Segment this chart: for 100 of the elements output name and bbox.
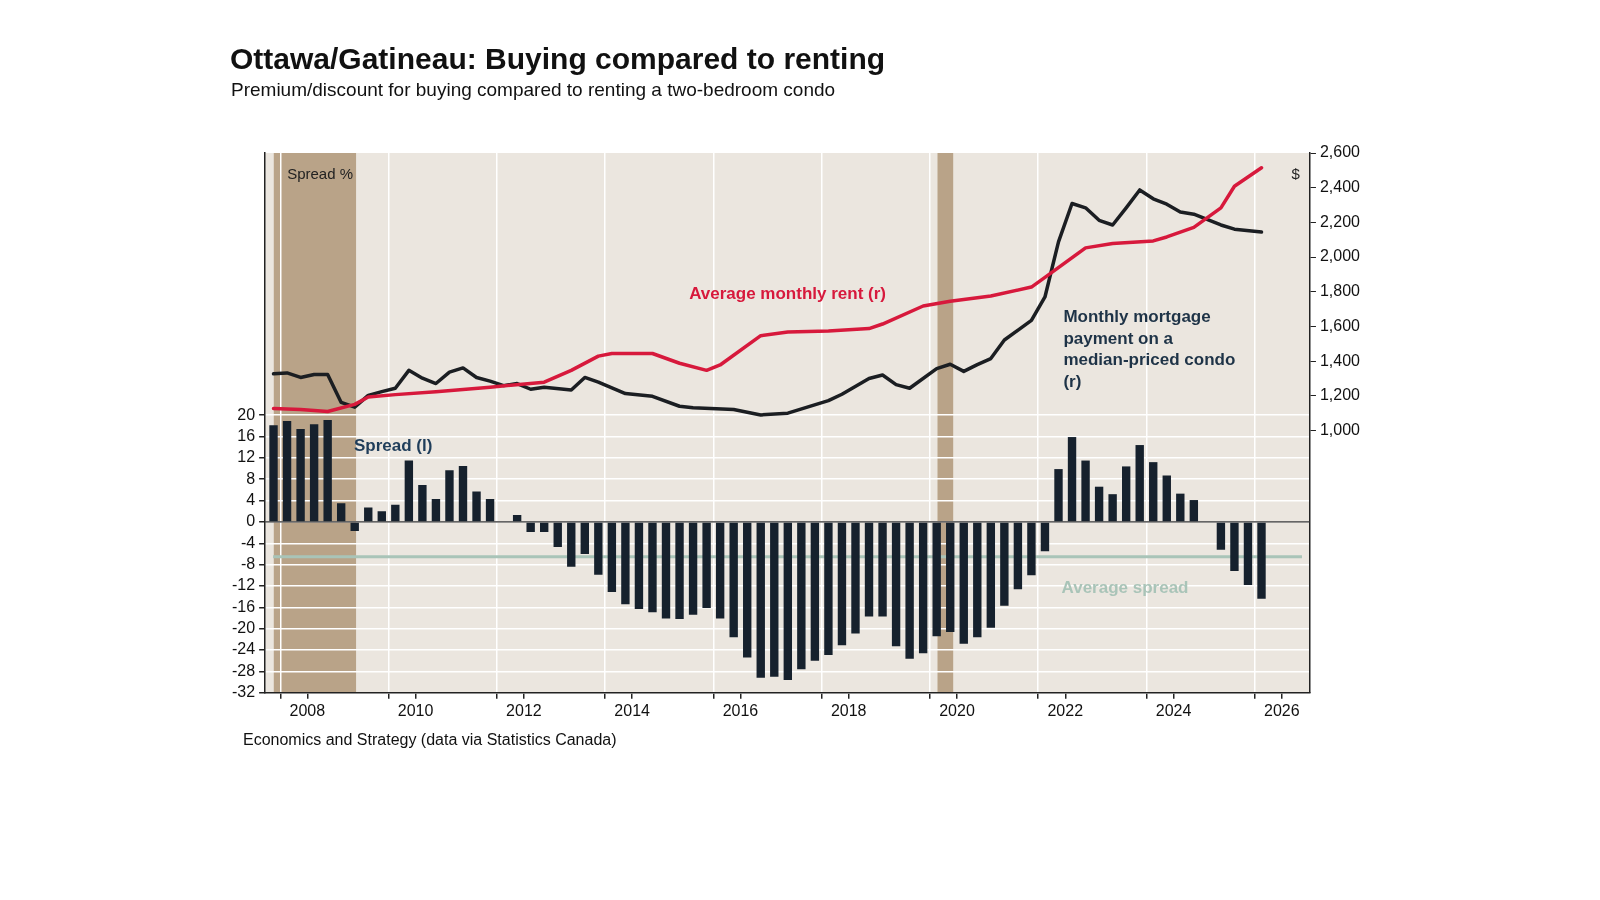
bar [485,498,495,522]
y-tick-label: -20 [232,619,256,637]
bar [1189,500,1199,522]
bar [878,522,887,617]
bar [296,429,305,522]
bar [688,522,698,615]
bar [1243,522,1253,585]
x-tick-label: 2022 [1047,701,1084,719]
bar [391,504,400,522]
x-tick-label: 2018 [830,701,867,719]
bar [891,522,901,647]
bar [526,522,535,533]
y-tick-label: 8 [246,469,256,487]
bar [634,522,644,609]
x-tick-label: 2008 [289,701,326,719]
y2-tick-label: 2,400 [1319,178,1361,196]
bar [810,522,820,661]
bar [540,522,549,533]
bar [1230,522,1239,572]
bar [1081,460,1090,522]
bar [1067,437,1077,522]
bar [973,522,982,638]
bar [905,522,914,659]
bar [864,522,874,617]
y-tick-label: -24 [232,640,256,658]
bar [512,515,522,522]
series-label: Average monthly rent (r) [689,284,886,304]
bar [594,522,603,575]
bar [567,522,576,567]
x-tick-label: 2010 [397,701,434,719]
bar [377,511,386,522]
bar [1013,522,1023,590]
bar [756,522,765,678]
bar [1108,494,1117,522]
bar [648,522,657,613]
x-tick-label: 2016 [722,701,759,719]
bar [350,522,359,532]
y-tick-label: 4 [246,490,256,508]
bar [364,507,373,522]
bar [323,419,332,522]
bar [1135,445,1144,522]
y2-tick-label: 2,600 [1319,143,1361,161]
y-tick-label: 16 [237,426,256,444]
y-tick-label: 20 [237,405,256,423]
y-tick-label: -4 [240,533,256,551]
bar [607,522,617,592]
text: Economics and Strategy (data via Statistics Canada) [243,731,617,749]
bar [553,522,562,548]
bar [851,522,860,634]
bar [1000,522,1009,606]
bar [404,460,414,522]
y2-tick-label: 2,200 [1319,212,1361,230]
y2-tick-label: 1,200 [1319,386,1361,404]
y2-axis-title: $ [1291,165,1301,183]
bar [580,522,589,554]
chart-title: Ottawa/Gatineau: Buying compared to renting [230,42,886,76]
x-tick-label: 2014 [614,701,651,719]
bar [1216,522,1226,550]
x-tick-label: 2012 [506,701,542,719]
y-tick-label: -32 [232,683,256,701]
bar [1162,475,1171,522]
bar [418,485,427,522]
bar [336,503,346,522]
y2-tick-label: 1,000 [1319,420,1361,438]
bar [986,522,996,628]
bar [472,491,481,522]
bar [946,522,955,632]
y2-tick-label: 1,400 [1319,351,1361,369]
y-axis-title: Spread % [287,165,353,183]
bar [309,424,319,522]
bar [715,522,725,619]
bar [824,522,833,655]
bar [431,498,441,522]
y-tick-label: 12 [237,448,256,466]
y-tick-label: -8 [240,555,256,573]
y-tick-label: -12 [232,576,256,594]
bar [675,522,684,620]
bar [743,522,752,658]
series-label: Monthly mortgage payment on a median-priced condo (r) [1063,307,1236,391]
bar [837,522,847,646]
y2-tick-label: 2,000 [1319,247,1361,265]
x-tick-label: 2020 [939,701,975,719]
bar [661,522,671,619]
bar [1094,486,1104,522]
y2-tick-label: 1,800 [1319,282,1361,300]
bar [445,470,454,522]
bar [1054,469,1063,522]
y-tick-label: -28 [232,661,256,679]
bar [1149,462,1158,522]
bar [959,522,968,644]
bar [702,522,711,608]
bar [797,522,806,670]
bar [918,522,928,654]
bar [1027,522,1036,576]
y2-tick-label: 1,600 [1319,316,1361,334]
series-label: Spread (l) [353,436,433,456]
x-tick-label: 2026 [1264,701,1300,719]
chart-subtitle: Premium/discount for buying compared to renting a two-bedroom condo [231,79,836,101]
ref-line-label: Average spread [1061,577,1189,597]
bar [770,522,779,677]
